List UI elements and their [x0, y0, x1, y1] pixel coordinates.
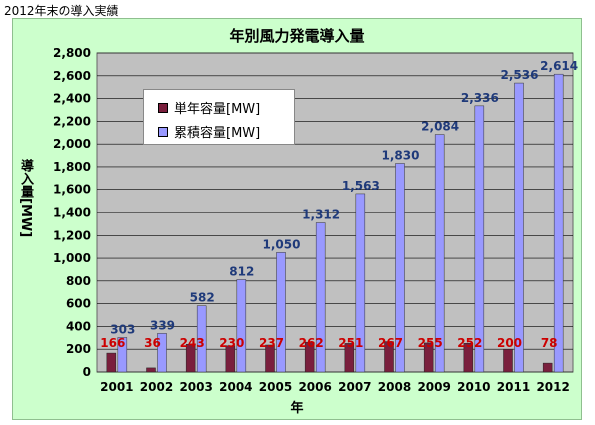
- y-tick-label: 1,000: [53, 251, 91, 265]
- data-label-cumulative: 2,614: [540, 59, 578, 73]
- data-label-annual: 251: [338, 336, 363, 350]
- data-label-cumulative: 812: [229, 264, 254, 278]
- data-label-cumulative: 1,563: [342, 179, 380, 193]
- x-tick-label: 2009: [417, 380, 450, 394]
- bar-cumulative: [395, 163, 405, 373]
- bar-annual: [304, 341, 315, 373]
- bar-annual: [146, 367, 156, 373]
- y-tick-label: 0: [83, 365, 91, 379]
- legend-item-annual: 単年容量[MW]: [158, 98, 260, 117]
- x-tick-label: 2002: [140, 380, 173, 394]
- x-tick-label: 2007: [338, 380, 371, 394]
- data-label-cumulative: 339: [150, 318, 175, 332]
- y-tick-label: 2,600: [53, 69, 91, 83]
- y-tick-label: 800: [66, 274, 91, 288]
- bar-annual: [185, 344, 196, 373]
- x-tick-label: 2010: [457, 380, 490, 394]
- data-label-cumulative: 2,084: [421, 120, 459, 134]
- y-tick-label: 1,200: [53, 228, 91, 242]
- y-tick-label: 200: [66, 342, 91, 356]
- data-label-annual: 243: [180, 336, 205, 350]
- data-label-cumulative: 2,536: [501, 68, 539, 82]
- legend-swatch-cumulative: [158, 126, 168, 137]
- y-tick-label: 400: [66, 319, 91, 333]
- y-tick-label: 600: [66, 297, 91, 311]
- bar-cumulative: [276, 252, 286, 373]
- legend-item-cumulative: 累積容量[MW]: [158, 122, 260, 141]
- bar-annual: [106, 352, 117, 373]
- bar-cumulative: [315, 222, 326, 373]
- x-tick-label: 2005: [259, 380, 292, 394]
- chart-plot: 0 200 400 600 800 1,000 1,200 1,400 1,600 1,800 2,…: [53, 46, 578, 394]
- data-label-annual: 267: [378, 336, 403, 350]
- y-tick-label: 1,800: [53, 160, 91, 174]
- x-tick-label: 2006: [298, 380, 331, 394]
- bar-annual: [463, 343, 474, 373]
- chart-title: 年別風力発電導入量: [229, 27, 365, 45]
- data-label-annual: 252: [457, 336, 482, 350]
- x-tick-label: 2012: [536, 380, 569, 394]
- y-tick-label: 2,200: [53, 114, 91, 128]
- data-label-cumulative: 1,050: [263, 237, 301, 251]
- y-tick-label: 2,800: [53, 46, 91, 60]
- legend-label-annual: 単年容量[MW]: [174, 102, 261, 117]
- data-label-annual: 262: [299, 336, 324, 350]
- data-label-cumulative: 582: [190, 291, 215, 305]
- x-tick-label: 2011: [497, 380, 530, 394]
- bar-cumulative: [157, 333, 167, 373]
- data-label-cumulative: 2,336: [461, 91, 499, 105]
- bar-cumulative: [236, 279, 247, 373]
- bar-cumulative: [434, 134, 445, 373]
- x-tick-label: 2001: [100, 380, 133, 394]
- bar-annual: [542, 362, 553, 373]
- bar-annual: [265, 344, 275, 373]
- data-label-annual: 78: [541, 336, 558, 350]
- bar-annual: [225, 345, 236, 373]
- y-tick-label: 1,600: [53, 183, 91, 197]
- bar-cumulative: [553, 73, 564, 373]
- y-tick-label: 2,000: [53, 137, 91, 151]
- bar-annual: [423, 342, 434, 373]
- legend: 単年容量[MW] 累積容量[MW]: [143, 89, 295, 145]
- x-tick-label: 2008: [378, 380, 411, 394]
- bar-cumulative: [355, 193, 366, 373]
- x-tick-label: 2003: [179, 380, 212, 394]
- data-label-annual: 36: [144, 336, 161, 350]
- x-axis-label: 年: [290, 401, 304, 416]
- bar-annual: [384, 341, 394, 373]
- chart-frame: 年別風力発電導入量 導入量[MW] 年 0 200 400 600 800 1,000 1,…: [12, 18, 582, 420]
- y-tick-label: 2,400: [53, 92, 91, 106]
- legend-label-cumulative: 累積容量[MW]: [174, 126, 261, 141]
- data-label-cumulative: 1,830: [382, 149, 420, 163]
- data-label-cumulative: 303: [110, 322, 135, 336]
- data-label-annual: 255: [418, 336, 443, 350]
- bar-cumulative: [196, 305, 207, 373]
- bar-cumulative: [117, 337, 128, 373]
- data-label-annual: 230: [219, 336, 244, 350]
- data-label-annual: 237: [259, 336, 284, 350]
- data-label-annual: 166: [100, 336, 125, 350]
- y-axis-label: 導入量[MW]: [18, 159, 33, 238]
- bar-cumulative: [474, 105, 485, 373]
- data-label-annual: 200: [497, 336, 522, 350]
- bar-annual: [344, 343, 355, 373]
- data-label-cumulative: 1,312: [302, 208, 340, 222]
- legend-swatch-annual: [158, 102, 168, 113]
- bar-cumulative: [514, 82, 524, 373]
- page-caption: 2012年末の導入実績: [4, 4, 119, 18]
- x-tick-label: 2004: [219, 380, 252, 394]
- y-tick-label: 1,400: [53, 206, 91, 220]
- bar-annual: [503, 348, 513, 373]
